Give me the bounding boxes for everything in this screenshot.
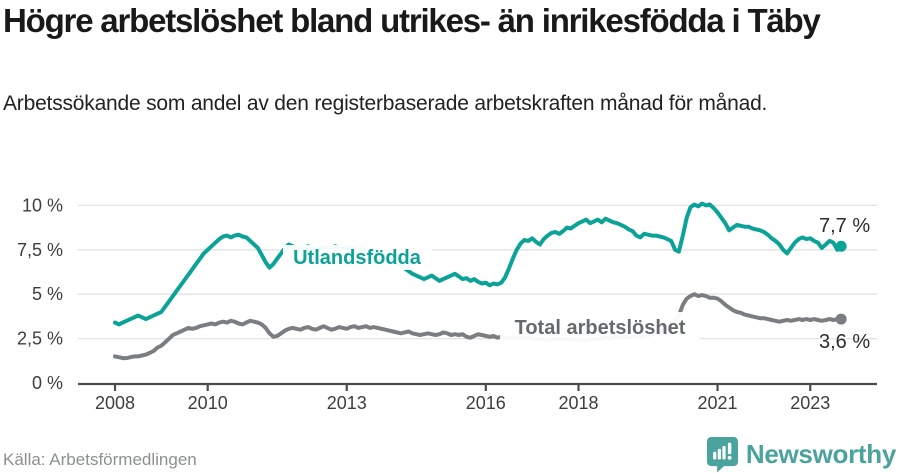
bar-3 [722,445,726,460]
bar-2 [717,448,721,460]
exclamation-dot [727,455,732,460]
page-subtitle: Arbetssökande som andel av den registerb… [3,92,768,115]
annotation-label: 3,6 % [819,331,870,353]
x-tick-label: 2021 [698,393,738,413]
brand-name: Newsworthy [745,439,896,469]
bar-1 [712,451,717,460]
series-line-utlandsf-dda [113,201,844,327]
series-end-dot [835,240,847,252]
label-halo [500,312,700,343]
y-tick-label: 5 % [32,284,63,304]
y-tick-label: 0 % [32,373,63,393]
x-tick-label: 2008 [95,393,135,413]
series-end-dot [835,313,847,325]
y-tick-label: 7,5 % [17,240,63,260]
annotation-label: Total arbetslöshet [515,317,686,339]
x-tick-label: 2010 [188,393,228,413]
annotation-label: 7,7 % [819,215,870,237]
source-note: Källa: Arbetsförmedlingen [3,450,197,469]
y-tick-label: 10 % [22,195,63,215]
y-tick-label: 2,5 % [17,329,63,349]
speech-bubble-bar-chart-icon [706,437,738,473]
series-line-total-arbetsl-shet [113,292,844,361]
x-tick-label: 2018 [558,393,598,413]
exclamation-bar [727,442,732,455]
x-tick-label: 2016 [466,393,506,413]
x-tick-label: 2023 [790,393,830,413]
annotation-label: Utlandsfödda [293,247,422,269]
label-halo [283,245,432,270]
newsworthy-logo: Newsworthy [706,436,896,473]
page-title: Högre arbetslöshet bland utrikes- än inr… [3,2,821,39]
x-tick-label: 2013 [327,393,367,413]
